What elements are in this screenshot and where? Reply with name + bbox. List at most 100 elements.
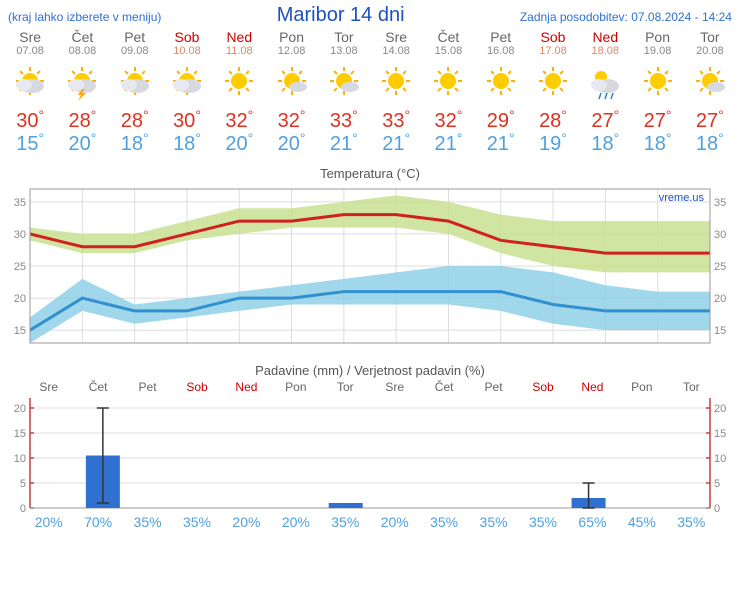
svg-text:15: 15 — [14, 325, 26, 337]
temp-high: 28 — [56, 110, 108, 133]
day-date: 11.08 — [213, 45, 265, 57]
temp-low: 21 — [422, 133, 474, 156]
day-header: Sob 10.08 — [161, 29, 213, 57]
temp-high: 27 — [631, 110, 683, 133]
temp-low: 21 — [318, 133, 370, 156]
svg-text:15: 15 — [714, 428, 726, 440]
day-date: 16.08 — [475, 45, 527, 57]
weather-icon — [475, 61, 527, 106]
temp-high: 27 — [684, 110, 736, 133]
precip-probability: 35% — [419, 514, 468, 530]
day-header: Sre 07.08 — [4, 29, 56, 57]
day-header: Pon 12.08 — [265, 29, 317, 57]
precip-probability: 35% — [518, 514, 567, 530]
temp-low: 18 — [579, 133, 631, 156]
precip-probability: 65% — [568, 514, 617, 530]
precip-day-label: Tor — [321, 380, 370, 394]
svg-text:35: 35 — [14, 197, 26, 209]
day-date: 18.08 — [579, 45, 631, 57]
precip-day-label: Tor — [667, 380, 716, 394]
temp-high: 32 — [422, 110, 474, 133]
day-name: Sob — [527, 29, 579, 45]
day-header: Pet 16.08 — [475, 29, 527, 57]
day-date: 10.08 — [161, 45, 213, 57]
day-name: Pet — [109, 29, 161, 45]
day-date: 12.08 — [265, 45, 317, 57]
day-header: Čet 15.08 — [422, 29, 474, 57]
precip-day-label: Sre — [24, 380, 73, 394]
svg-text:10: 10 — [14, 453, 26, 465]
weather-icon — [4, 61, 56, 106]
temp-low: 20 — [56, 133, 108, 156]
weather-icon — [631, 61, 683, 106]
day-name: Čet — [422, 29, 474, 45]
svg-text:15: 15 — [14, 428, 26, 440]
weather-icon — [527, 61, 579, 106]
day-date: 19.08 — [631, 45, 683, 57]
day-header: Ned 18.08 — [579, 29, 631, 57]
svg-text:20: 20 — [714, 403, 726, 415]
temp-high: 28 — [109, 110, 161, 133]
precip-day-label: Pet — [123, 380, 172, 394]
temp-low: 21 — [475, 133, 527, 156]
day-date: 09.08 — [109, 45, 161, 57]
svg-text:0: 0 — [714, 503, 720, 514]
temp-low: 20 — [213, 133, 265, 156]
temp-high: 33 — [370, 110, 422, 133]
temp-high: 30 — [161, 110, 213, 133]
precip-chart-title: Padavine (mm) / Verjetnost padavin (%) — [0, 361, 740, 380]
day-header: Ned 11.08 — [213, 29, 265, 57]
precip-probability: 45% — [617, 514, 666, 530]
temp-low: 21 — [370, 133, 422, 156]
day-date: 15.08 — [422, 45, 474, 57]
precip-day-label: Sre — [370, 380, 419, 394]
day-date: 07.08 — [4, 45, 56, 57]
day-name: Sre — [4, 29, 56, 45]
svg-text:25: 25 — [14, 261, 26, 273]
menu-hint: (kraj lahko izberete v meniju) — [8, 10, 161, 24]
precip-probability: 35% — [123, 514, 172, 530]
temp-low: 15 — [4, 133, 56, 156]
temp-high: 27 — [579, 110, 631, 133]
svg-text:0: 0 — [20, 503, 26, 514]
svg-text:20: 20 — [714, 293, 726, 305]
svg-text:5: 5 — [20, 478, 26, 490]
precip-day-label: Čet — [419, 380, 468, 394]
temp-high: 32 — [213, 110, 265, 133]
page-title: Maribor 14 dni — [277, 4, 405, 27]
day-header: Sre 14.08 — [370, 29, 422, 57]
day-header: Sob 17.08 — [527, 29, 579, 57]
temp-high: 32 — [265, 110, 317, 133]
precip-day-label: Pet — [469, 380, 518, 394]
temp-low: 20 — [265, 133, 317, 156]
precip-probability: 70% — [73, 514, 122, 530]
precip-day-label: Pon — [617, 380, 666, 394]
temp-high: 28 — [527, 110, 579, 133]
svg-text:15: 15 — [714, 325, 726, 337]
precip-probability: 35% — [321, 514, 370, 530]
svg-text:10: 10 — [714, 453, 726, 465]
day-name: Čet — [56, 29, 108, 45]
day-name: Tor — [318, 29, 370, 45]
day-date: 13.08 — [318, 45, 370, 57]
temp-high: 29 — [475, 110, 527, 133]
svg-text:5: 5 — [714, 478, 720, 490]
weather-icon — [370, 61, 422, 106]
precip-probability: 20% — [370, 514, 419, 530]
day-date: 14.08 — [370, 45, 422, 57]
weather-icon — [318, 61, 370, 106]
svg-text:vreme.us: vreme.us — [659, 192, 705, 204]
weather-icon — [422, 61, 474, 106]
precip-day-label: Sob — [172, 380, 221, 394]
day-date: 08.08 — [56, 45, 108, 57]
day-header: Pet 09.08 — [109, 29, 161, 57]
precip-day-label: Čet — [73, 380, 122, 394]
day-name: Tor — [684, 29, 736, 45]
temp-low: 18 — [109, 133, 161, 156]
day-date: 17.08 — [527, 45, 579, 57]
precip-probability: 35% — [469, 514, 518, 530]
svg-text:20: 20 — [14, 403, 26, 415]
precip-day-label: Pon — [271, 380, 320, 394]
day-header: Tor 13.08 — [318, 29, 370, 57]
temp-low: 18 — [631, 133, 683, 156]
